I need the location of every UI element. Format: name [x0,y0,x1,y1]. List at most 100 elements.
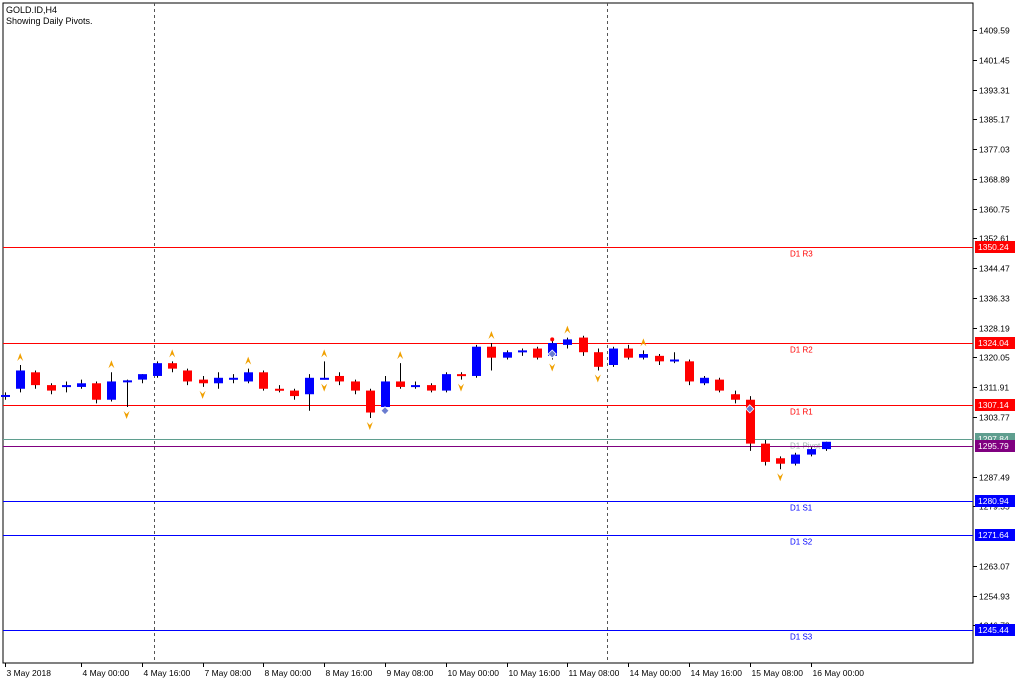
candle-body-11 [168,363,177,369]
candle-body-27 [411,385,420,388]
pivot-tag-4-bg [975,495,1015,507]
candle-body-44 [670,359,679,362]
fractal-arrow-11 [488,331,495,340]
fractal-arrow-6 [321,349,328,358]
y-tick-label-16: 1263.07 [979,562,1010,572]
time-axis: 3 May 2018 4 May 00:00 4 May 16:00 7 May 08… [5,663,865,678]
candle-body-28 [427,385,436,391]
candle-body-8 [123,380,132,383]
candle-body-33 [503,352,512,358]
candle-body-51 [776,458,785,464]
candle-body-29 [442,374,451,391]
x-tick-label-4: 8 May 00:00 [265,668,312,678]
candle-body-19 [290,390,299,397]
candle-body-16 [244,372,253,382]
y-tick-label-0: 1409.59 [979,26,1010,36]
price-tags: 1350.24 1324.04 1307.14 1297.84 1280.94 1271.… [975,241,1015,636]
candle-body-47 [715,379,724,391]
signal-dot-3 [732,394,737,399]
candle-body-7 [107,381,116,400]
pivot-label-0: D1 R3 [790,250,813,259]
candle-bodies [1,337,831,464]
x-tick-label-12: 15 May 08:00 [752,668,804,678]
pivot-tag-0: 1350.24 [978,242,1009,252]
x-tick-label-11: 14 May 16:00 [691,668,743,678]
candle-body-15 [229,377,238,380]
candle-body-42 [639,354,648,358]
fractal-arrow-1 [108,360,115,369]
candle-body-37 [563,339,572,345]
pivot-tag-2: 1307.14 [978,400,1009,410]
candle-body-12 [183,370,192,382]
current-price-tag-bg [975,440,1015,452]
fractal-arrow-0 [17,352,24,361]
session-separators [154,3,608,663]
signal-diamond-0 [380,406,390,416]
candle-body-39 [594,352,603,367]
candle-body-13 [199,379,208,384]
candle-body-30 [457,374,466,377]
y-tick-label-17: 1254.93 [979,592,1010,602]
fractal-arrow-14 [594,374,601,383]
fractal-arrow-16 [777,473,784,482]
x-tick-label-8: 10 May 16:00 [509,668,561,678]
pivot-tag-4: 1280.94 [978,496,1009,506]
x-tick-label-13: 16 May 00:00 [813,668,865,678]
y-tick-label-12: 1311.91 [979,383,1009,393]
x-tick-label-9: 11 May 08:00 [569,668,620,678]
fractal-arrow-10 [458,383,464,392]
candle-body-22 [335,375,344,382]
y-tick-label-1: 1401.45 [979,56,1010,66]
candle-body-31 [472,346,481,376]
pivot-label-1: D1 R2 [790,346,813,355]
candle-body-5 [77,383,86,387]
pivot-tag-1: 1324.04 [978,338,1009,348]
y-tick-label-3: 1385.17 [979,115,1010,125]
candle-body-26 [396,381,405,387]
pivot-label-6: D1 S3 [790,633,813,642]
candle-body-53 [807,449,816,455]
candle-body-45 [685,361,694,382]
candle-body-10 [153,363,162,376]
x-tick-label-1: 4 May 00:00 [83,668,130,678]
subtitle-label: Showing Daily Pivots. [6,16,93,26]
candle-body-4 [62,385,71,388]
candle-body-50 [761,443,770,462]
candle-body-32 [487,346,496,358]
candle-body-43 [655,355,664,362]
candle-body-46 [700,377,709,384]
fractal-arrow-3 [169,349,176,358]
candle-body-21 [320,377,329,380]
candle-body-17 [259,372,268,389]
pivot-tag-6: 1245.44 [978,625,1009,635]
pivot-tag-2-bg [975,399,1015,411]
pivot-label-2: D1 R1 [790,408,813,417]
candle-body-9 [138,374,147,380]
candle-body-24 [366,390,375,413]
candle-body-6 [92,383,101,400]
fractal-arrow-15 [640,338,647,347]
candle-body-0 [1,394,10,397]
x-tick-label-6: 9 May 08:00 [387,668,434,678]
signal-dot-2 [550,337,555,342]
candle-body-54 [822,441,831,450]
pivot-tag-3: 1297.84 [978,434,1009,444]
pivot-tag-6-bg [975,624,1015,636]
candle-body-35 [533,348,542,358]
signal-diamond-4 [745,404,755,414]
candle-body-49 [746,399,755,444]
y-tick-label-6: 1360.75 [979,205,1010,215]
signal-markers [380,337,755,416]
candle-body-38 [579,337,588,353]
candle-body-52 [791,454,800,464]
y-tick-label-10: 1328.19 [979,324,1010,334]
x-tick-label-3: 7 May 08:00 [205,668,252,678]
fractal-arrow-9 [397,351,404,360]
fractal-arrow-4 [199,390,206,399]
y-tick-label-9: 1336.33 [979,294,1010,304]
signal-diamond-1 [547,349,557,359]
candle-body-18 [275,388,284,391]
candle-body-1 [16,370,25,389]
y-tick-label-4: 1377.03 [979,145,1010,155]
